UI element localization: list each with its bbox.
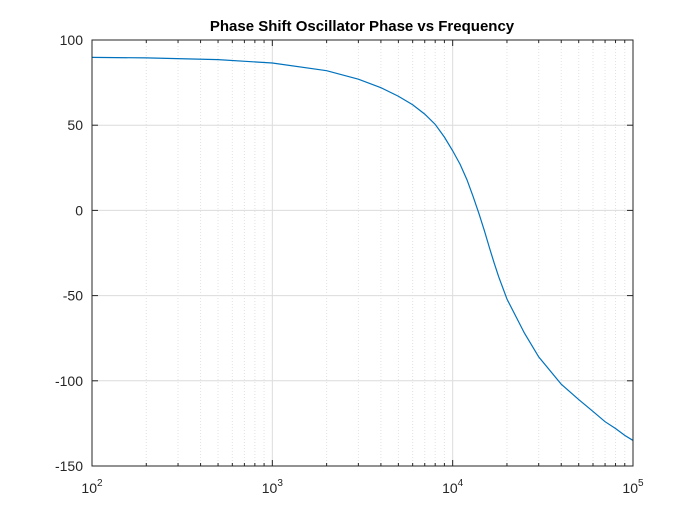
x-tick-exponent: 4 bbox=[458, 478, 464, 489]
grid bbox=[91, 39, 634, 467]
y-tick-label: -50 bbox=[63, 288, 83, 304]
y-tick-label: 100 bbox=[60, 32, 84, 48]
phase-line bbox=[91, 56, 634, 441]
chart-title: Phase Shift Oscillator Phase vs Frequenc… bbox=[210, 18, 515, 35]
y-tick-label: 0 bbox=[75, 202, 83, 218]
x-tick-label: 104 bbox=[442, 478, 464, 496]
plot-area bbox=[91, 39, 634, 467]
x-tick-label: 105 bbox=[622, 478, 644, 496]
y-tick-labels: 100 50 0 -50 -100 -150 bbox=[55, 32, 83, 474]
x-tick-base: 10 bbox=[622, 480, 638, 496]
y-tick-label: -150 bbox=[55, 458, 83, 474]
x-tick-label: 103 bbox=[262, 478, 284, 496]
axis-ticks bbox=[91, 39, 634, 467]
y-tick-label: -100 bbox=[55, 373, 83, 389]
x-tick-exponent: 5 bbox=[638, 478, 644, 489]
x-tick-exponent: 3 bbox=[277, 478, 283, 489]
series-group bbox=[91, 56, 634, 441]
x-tick-labels: 102 103 104 105 bbox=[81, 478, 644, 496]
y-tick-label: 50 bbox=[67, 117, 83, 133]
x-tick-label: 102 bbox=[81, 478, 103, 496]
x-tick-base: 10 bbox=[442, 480, 458, 496]
x-tick-base: 10 bbox=[81, 480, 97, 496]
x-tick-exponent: 2 bbox=[97, 478, 103, 489]
x-tick-base: 10 bbox=[262, 480, 278, 496]
